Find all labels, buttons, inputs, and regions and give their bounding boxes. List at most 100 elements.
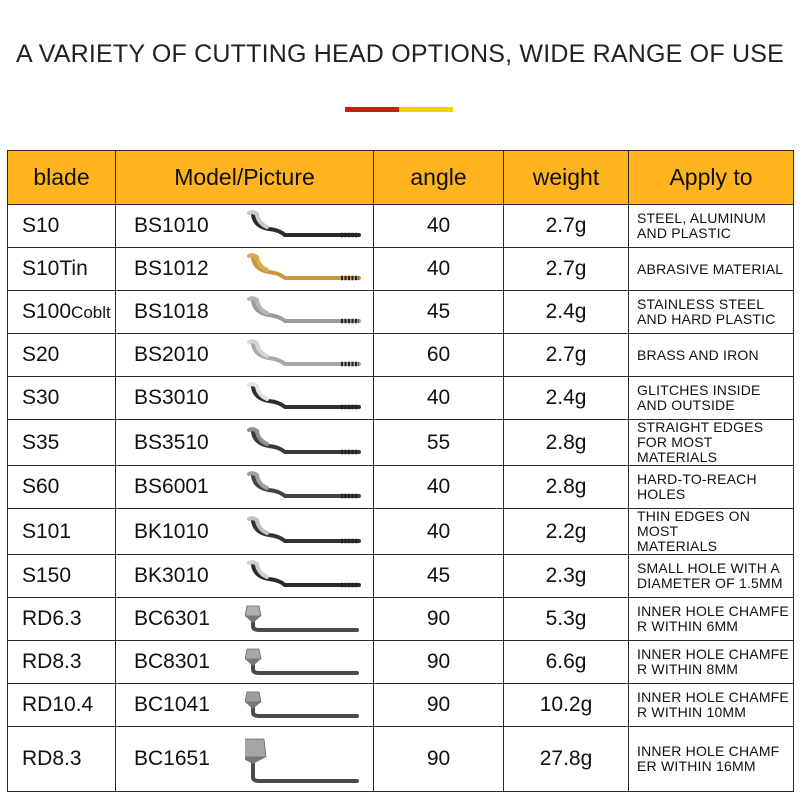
table-row: S60 BS6001 40 2.8g HARD-TO-REACH HOLES — [7, 465, 794, 509]
cell-apply-to: STRAIGHT EDGES FOR MOST MATERIALS — [628, 419, 794, 466]
table-row: S101 BK1010 40 2.2g THIN EDGES ON MOST MATERI… — [7, 508, 794, 555]
cell-apply-to: INNER HOLE CHAMFE R WITHIN 8MM — [628, 640, 794, 684]
cell-apply-to: INNER HOLE CHAMFE R WITHIN 10MM — [628, 683, 794, 727]
cell-angle: 45 — [373, 290, 504, 334]
apply-to-line: DIAMETER OF 1.5MM — [637, 575, 783, 591]
table-row: RD8.3 BC8301 90 6.6g INNER HOLE CHAMFE R WITH… — [7, 640, 794, 684]
cell-angle: 90 — [373, 726, 504, 792]
cell-weight: 2.8g — [503, 419, 629, 466]
cell-angle: 90 — [373, 640, 504, 684]
blade-name: RD6.3 — [22, 607, 82, 630]
model-code: BS6001 — [134, 475, 209, 498]
apply-to-line: AND PLASTIC — [637, 225, 731, 241]
cell-model: BS1018 — [115, 290, 374, 334]
cell-apply-to: SMALL HOLE WITH A DIAMETER OF 1.5MM — [628, 554, 794, 598]
table-row: RD6.3 BC6301 90 5.3g INNER HOLE CHAMFE R WITH… — [7, 597, 794, 641]
apply-to-line: STRAIGHT EDGES — [637, 419, 764, 435]
cell-angle: 60 — [373, 333, 504, 377]
header-blade: blade — [7, 150, 116, 205]
blade-name: RD8.3 — [22, 650, 82, 673]
blade-name: S30 — [22, 386, 60, 409]
cell-model: BC6301 — [115, 597, 374, 641]
cell-weight: 2.7g — [503, 247, 629, 291]
cell-angle: 40 — [373, 204, 504, 248]
model-code: BK3010 — [134, 564, 209, 587]
header-weight: weight — [503, 150, 629, 205]
blade-name: S10Tin — [22, 257, 88, 280]
cell-model: BS3510 — [115, 419, 374, 466]
cell-blade: S10Tin — [7, 247, 116, 291]
blade-name: S20 — [22, 343, 60, 366]
apply-to-line: INNER HOLE CHAMFE — [637, 646, 789, 662]
apply-to-line: STEEL, ALUMINUM — [637, 210, 767, 226]
deburr-blade-icon — [242, 295, 373, 329]
table-row: S30 BS3010 40 2.4g GLITCHES INSIDE AND OUTSID… — [7, 376, 794, 420]
cell-blade: S10 — [7, 204, 116, 248]
model-code: BS2010 — [134, 343, 209, 366]
cell-model: BK3010 — [115, 554, 374, 598]
countersink-blade-icon — [242, 731, 373, 787]
apply-to-line: AND HARD PLASTIC — [637, 311, 776, 327]
table-row: S150 BK3010 45 2.3g SMALL HOLE WITH A DIAMETE… — [7, 554, 794, 598]
cell-weight: 2.8g — [503, 465, 629, 509]
blade-name: S35 — [22, 430, 60, 454]
apply-to-line: INNER HOLE CHAMF — [637, 743, 780, 759]
model-code: BC6301 — [134, 607, 210, 630]
cell-blade: RD8.3 — [7, 640, 116, 684]
apply-to-line: MATERIALS — [637, 538, 718, 554]
model-code: BC1651 — [134, 747, 210, 770]
cell-apply-to: ABRASIVE MATERIAL — [628, 247, 794, 291]
blade-name: RD10.4 — [22, 693, 94, 716]
deburr-blade-icon — [242, 209, 373, 243]
table-row: S10Tin BS1012 40 2.7g ABRASIVE MATERIAL — [7, 247, 794, 291]
cell-apply-to: THIN EDGES ON MOST MATERIALS — [628, 508, 794, 555]
header-model: Model/Picture — [115, 150, 374, 205]
cell-weight: 2.4g — [503, 290, 629, 334]
apply-to-line: SMALL HOLE WITH A — [637, 560, 780, 576]
cell-model: BS1012 — [115, 247, 374, 291]
table-row: S20 BS2010 60 2.7g BRASS AND IRON — [7, 333, 794, 377]
apply-to-line: ABRASIVE MATERIAL — [637, 260, 784, 277]
cell-model: BS2010 — [115, 333, 374, 377]
cell-angle: 40 — [373, 508, 504, 555]
table-row: RD10.4 BC1041 90 10.2g INNER HOLE CHAMFE R WI… — [7, 683, 794, 727]
table-row: S100Coblt BS1018 45 2.4g STAINLESS STEEL AND … — [7, 290, 794, 334]
blade-name: S60 — [22, 475, 60, 498]
cell-apply-to: STAINLESS STEEL AND HARD PLASTIC — [628, 290, 794, 334]
cell-weight: 2.7g — [503, 204, 629, 248]
underline-yellow-segment — [399, 107, 453, 112]
cell-blade: S35 — [7, 419, 116, 466]
cell-blade: S150 — [7, 554, 116, 598]
model-code: BS1010 — [134, 214, 209, 237]
apply-to-line: FOR MOST MATERIALS — [637, 434, 718, 465]
cell-angle: 40 — [373, 465, 504, 509]
page-title: A VARIETY OF CUTTING HEAD OPTIONS, WIDE … — [16, 40, 784, 68]
cell-model: BC1651 — [115, 726, 374, 792]
cell-blade: S20 — [7, 333, 116, 377]
deburr-blade-icon — [242, 515, 373, 549]
blade-name: S101 — [22, 519, 72, 543]
table-row: S10 BS1010 40 2.7g STEEL, ALUMINUM AND PLASTI… — [7, 204, 794, 248]
apply-to-line: R WITHIN 6MM — [637, 618, 739, 634]
apply-to-line: R WITHIN 10MM — [637, 704, 747, 720]
cell-model: BK1010 — [115, 508, 374, 555]
deburr-blade-icon — [242, 559, 373, 593]
blade-name: S100 — [22, 300, 72, 323]
apply-to-line: HOLES — [637, 486, 686, 502]
model-code: BS3010 — [134, 386, 209, 409]
cell-apply-to: INNER HOLE CHAMF ER WITHIN 16MM — [628, 726, 794, 792]
cell-weight: 10.2g — [503, 683, 629, 727]
apply-to-line: BRASS AND IRON — [637, 346, 759, 363]
blade-name: S10 — [22, 214, 60, 237]
cell-blade: RD8.3 — [7, 726, 116, 792]
table-row: S35 BS3510 55 2.8g STRAIGHT EDGES FOR MOST MA… — [7, 419, 794, 466]
table-row: RD8.3 BC1651 90 27.8g INNER HOLE CHAMF ER WIT… — [7, 726, 794, 792]
model-code: BC1041 — [134, 693, 210, 716]
apply-to-line: STAINLESS STEEL — [637, 296, 765, 312]
header-angle: angle — [373, 150, 504, 205]
apply-to-line: THIN EDGES ON MOST — [637, 508, 751, 539]
cell-weight: 2.4g — [503, 376, 629, 420]
cell-model: BC8301 — [115, 640, 374, 684]
cell-blade: RD6.3 — [7, 597, 116, 641]
cell-blade: S100Coblt — [7, 290, 116, 334]
